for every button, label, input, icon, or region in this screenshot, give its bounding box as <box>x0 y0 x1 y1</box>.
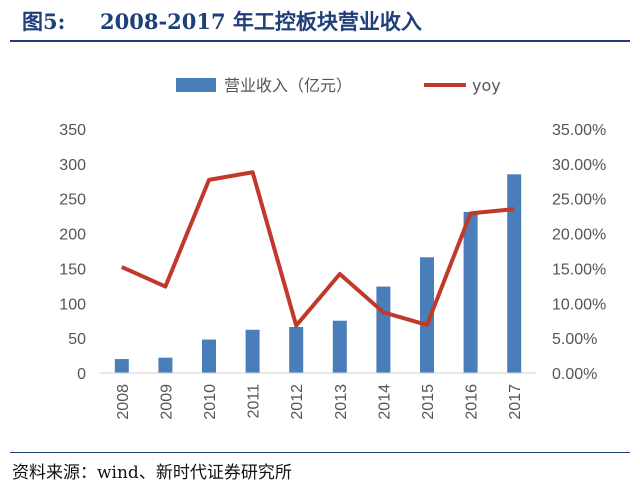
right-tick-label: 5.00% <box>552 331 597 348</box>
revenue-bar <box>202 339 216 373</box>
left-tick-label: 300 <box>59 157 86 174</box>
revenue-bar <box>420 257 434 373</box>
revenue-bar <box>289 326 304 373</box>
right-tick-label: 0.00% <box>552 366 597 383</box>
right-tick-label: 15.00% <box>552 261 606 278</box>
x-tick-label: 2013 <box>333 384 350 420</box>
x-axis-labels: 2008 2009 2010 2011 2012 2013 2014 2015 2016 2017 <box>115 384 524 420</box>
x-tick-label: 2011 <box>246 384 263 419</box>
legend-swatch-revenue <box>176 78 216 92</box>
left-tick-label: 0 <box>77 366 86 383</box>
x-tick-label: 2008 <box>115 384 132 420</box>
revenue-bar <box>245 329 260 373</box>
revenue-bars <box>114 174 522 373</box>
yoy-line <box>120 170 515 328</box>
revenue-bar <box>158 357 173 373</box>
left-tick-label: 200 <box>59 227 86 244</box>
revenue-bar <box>463 211 478 373</box>
title-rule <box>10 40 630 42</box>
legend-label-revenue: 营业收入（亿元） <box>224 76 352 95</box>
legend-label-yoy: yoy <box>472 76 501 95</box>
right-tick-label: 35.00% <box>552 122 606 139</box>
right-tick-label: 20.00% <box>552 227 606 244</box>
right-tick-label: 10.00% <box>552 296 606 313</box>
x-tick-label: 2016 <box>464 384 481 420</box>
yoy-line-layer <box>120 170 515 328</box>
revenue-bar <box>507 174 522 373</box>
right-tick-label: 30.00% <box>552 157 606 174</box>
revenue-bar <box>376 286 391 373</box>
figure-header: 图5: 2008-2017 年工控板块营业收入 <box>10 2 630 40</box>
revenue-bar <box>114 359 129 373</box>
chart-legend: 营业收入（亿元） yoy <box>176 76 501 95</box>
figure-number: 图5: <box>22 9 66 34</box>
figure-title: 2008-2017 年工控板块营业收入 <box>100 9 422 34</box>
revenue-bar <box>332 320 347 373</box>
x-tick-label: 2017 <box>507 384 524 420</box>
x-tick-label: 2010 <box>202 384 219 420</box>
right-tick-label: 25.00% <box>552 192 606 209</box>
left-tick-label: 250 <box>59 192 86 209</box>
x-tick-label: 2009 <box>158 384 175 420</box>
x-tick-label: 2014 <box>376 384 393 420</box>
right-axis: 0.00% 5.00% 10.00% 15.00% 20.00% 25.00% 30.00%… <box>552 122 606 383</box>
source-rule <box>10 452 630 453</box>
x-tick-label: 2012 <box>289 384 306 420</box>
left-axis: 0 50 100 150 200 250 300 350 <box>59 122 86 383</box>
left-tick-label: 50 <box>68 331 86 348</box>
left-tick-label: 350 <box>59 122 86 139</box>
x-tick-label: 2015 <box>420 384 437 420</box>
left-tick-label: 100 <box>59 296 86 313</box>
source-note: 资料来源：wind、新时代证券研究所 <box>12 463 292 483</box>
left-tick-label: 150 <box>59 261 86 278</box>
